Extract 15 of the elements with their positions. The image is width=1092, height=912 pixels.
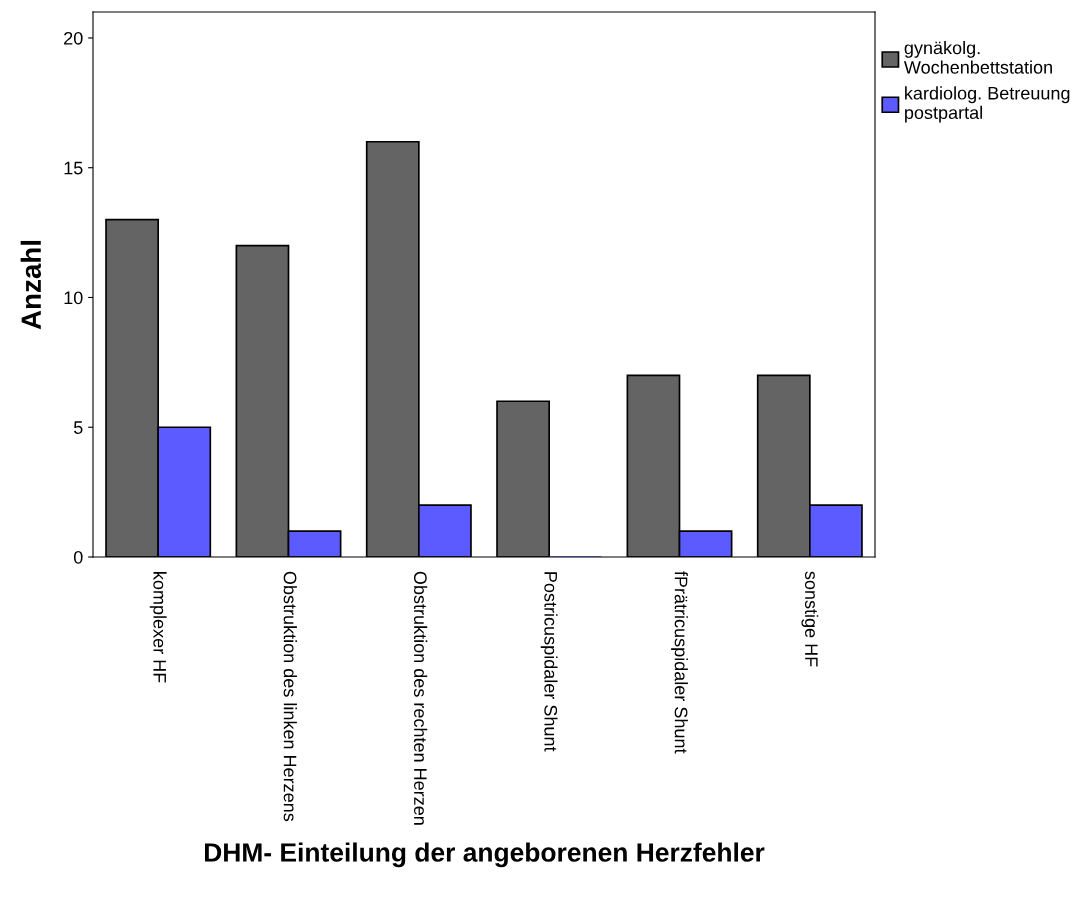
y-tick-label: 0: [73, 550, 83, 564]
y-tick-label: 10: [64, 291, 83, 305]
legend-label: kardiolog. Betreuung postpartal: [905, 86, 1070, 123]
x-tick-label: fPrätricuspidaler Shunt: [671, 571, 688, 754]
y-tick-label: 20: [64, 31, 83, 45]
y-tick-label: 15: [64, 161, 83, 175]
x-tick-label: sonstige HF: [801, 571, 819, 667]
legend-label: gynäkolg. Wochenbettstation: [903, 41, 1052, 74]
x-axis-title: DHM- Einteilung der angeborenen Herzfehler: [205, 842, 765, 868]
y-tick-label: 5: [73, 421, 83, 434]
x-tick-label: Obstruktion des linken Herzens: [283, 571, 297, 822]
x-tick-label: Obstruktion des rechten Herzen: [413, 571, 428, 825]
x-tick-label: Postricuspidaler Shunt: [540, 572, 558, 752]
y-axis-title: Anzahl: [20, 240, 42, 330]
x-tick-label: komplexer HF: [149, 572, 167, 683]
